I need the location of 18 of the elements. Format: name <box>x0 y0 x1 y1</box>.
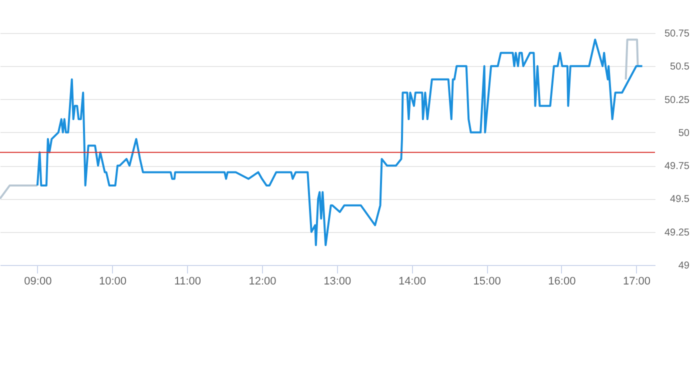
x-tick-label: 16:00 <box>548 276 576 288</box>
y-tick-label: 50 <box>678 128 690 139</box>
y-tick-label: 49.5 <box>670 194 690 206</box>
y-tick-label: 49.75 <box>664 161 690 172</box>
y-tick-label: 50.5 <box>670 62 690 73</box>
x-tick-label: 14:00 <box>398 276 426 288</box>
y-tick-label: 49.25 <box>664 227 690 238</box>
y-tick-label: 50.25 <box>664 94 690 106</box>
line-series <box>36 38 644 246</box>
x-tick-label: 10:00 <box>99 276 127 288</box>
x-tick-label: 09:00 <box>24 276 52 288</box>
x-tick-label: 12:00 <box>248 276 276 288</box>
y-tick-label: 49 <box>678 260 690 272</box>
x-tick-label: 13:00 <box>324 276 352 288</box>
y-tick-label: 50.75 <box>664 28 690 40</box>
x-tick-label: 17:00 <box>623 276 651 288</box>
x-tick-label: 11:00 <box>174 276 201 288</box>
x-tick-label: 15:00 <box>473 276 501 288</box>
